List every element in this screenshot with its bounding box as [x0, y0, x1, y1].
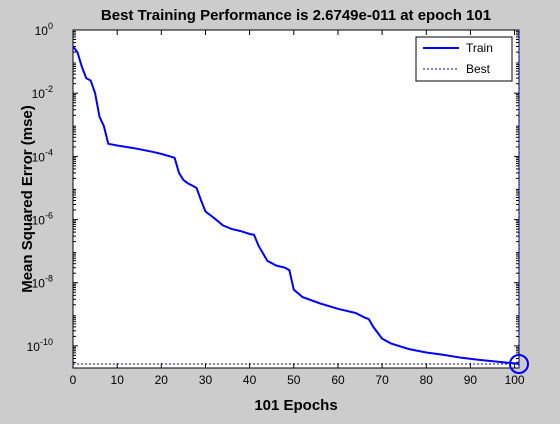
- y-tick-label: 10-2: [32, 84, 53, 101]
- x-tick-label: 50: [287, 373, 301, 387]
- y-axis-label: Mean Squared Error (mse): [19, 105, 36, 293]
- x-tick-label: 20: [155, 373, 169, 387]
- best-marker: [509, 354, 529, 374]
- y-tick-label: 10-4: [32, 147, 53, 164]
- legend-best-label: Best: [466, 62, 491, 76]
- x-tick-label: 40: [243, 373, 257, 387]
- legend: Train Best: [415, 36, 513, 82]
- train-line: [72, 45, 520, 365]
- y-tick-label: 100: [35, 21, 53, 38]
- axes-background: [72, 29, 520, 369]
- x-tick-label: 30: [199, 373, 213, 387]
- x-tick-label: 60: [331, 373, 345, 387]
- x-tick-label: 70: [375, 373, 389, 387]
- chart-title: Best Training Performance is 2.6749e-011…: [101, 7, 491, 24]
- y-tick-label: 10-6: [32, 211, 53, 228]
- legend-box: [415, 36, 513, 82]
- y-tick-label: 10-10: [27, 337, 53, 354]
- x-tick-label: 90: [464, 373, 478, 387]
- y-tick-label: 10-8: [32, 274, 53, 291]
- x-tick-label: 100: [505, 373, 525, 387]
- x-tick-label: 80: [420, 373, 434, 387]
- legend-train-label: Train: [466, 41, 493, 55]
- x-tick-label: 10: [111, 373, 125, 387]
- x-axis-label: 101 Epochs: [254, 397, 337, 414]
- x-tick-label: 0: [70, 373, 77, 387]
